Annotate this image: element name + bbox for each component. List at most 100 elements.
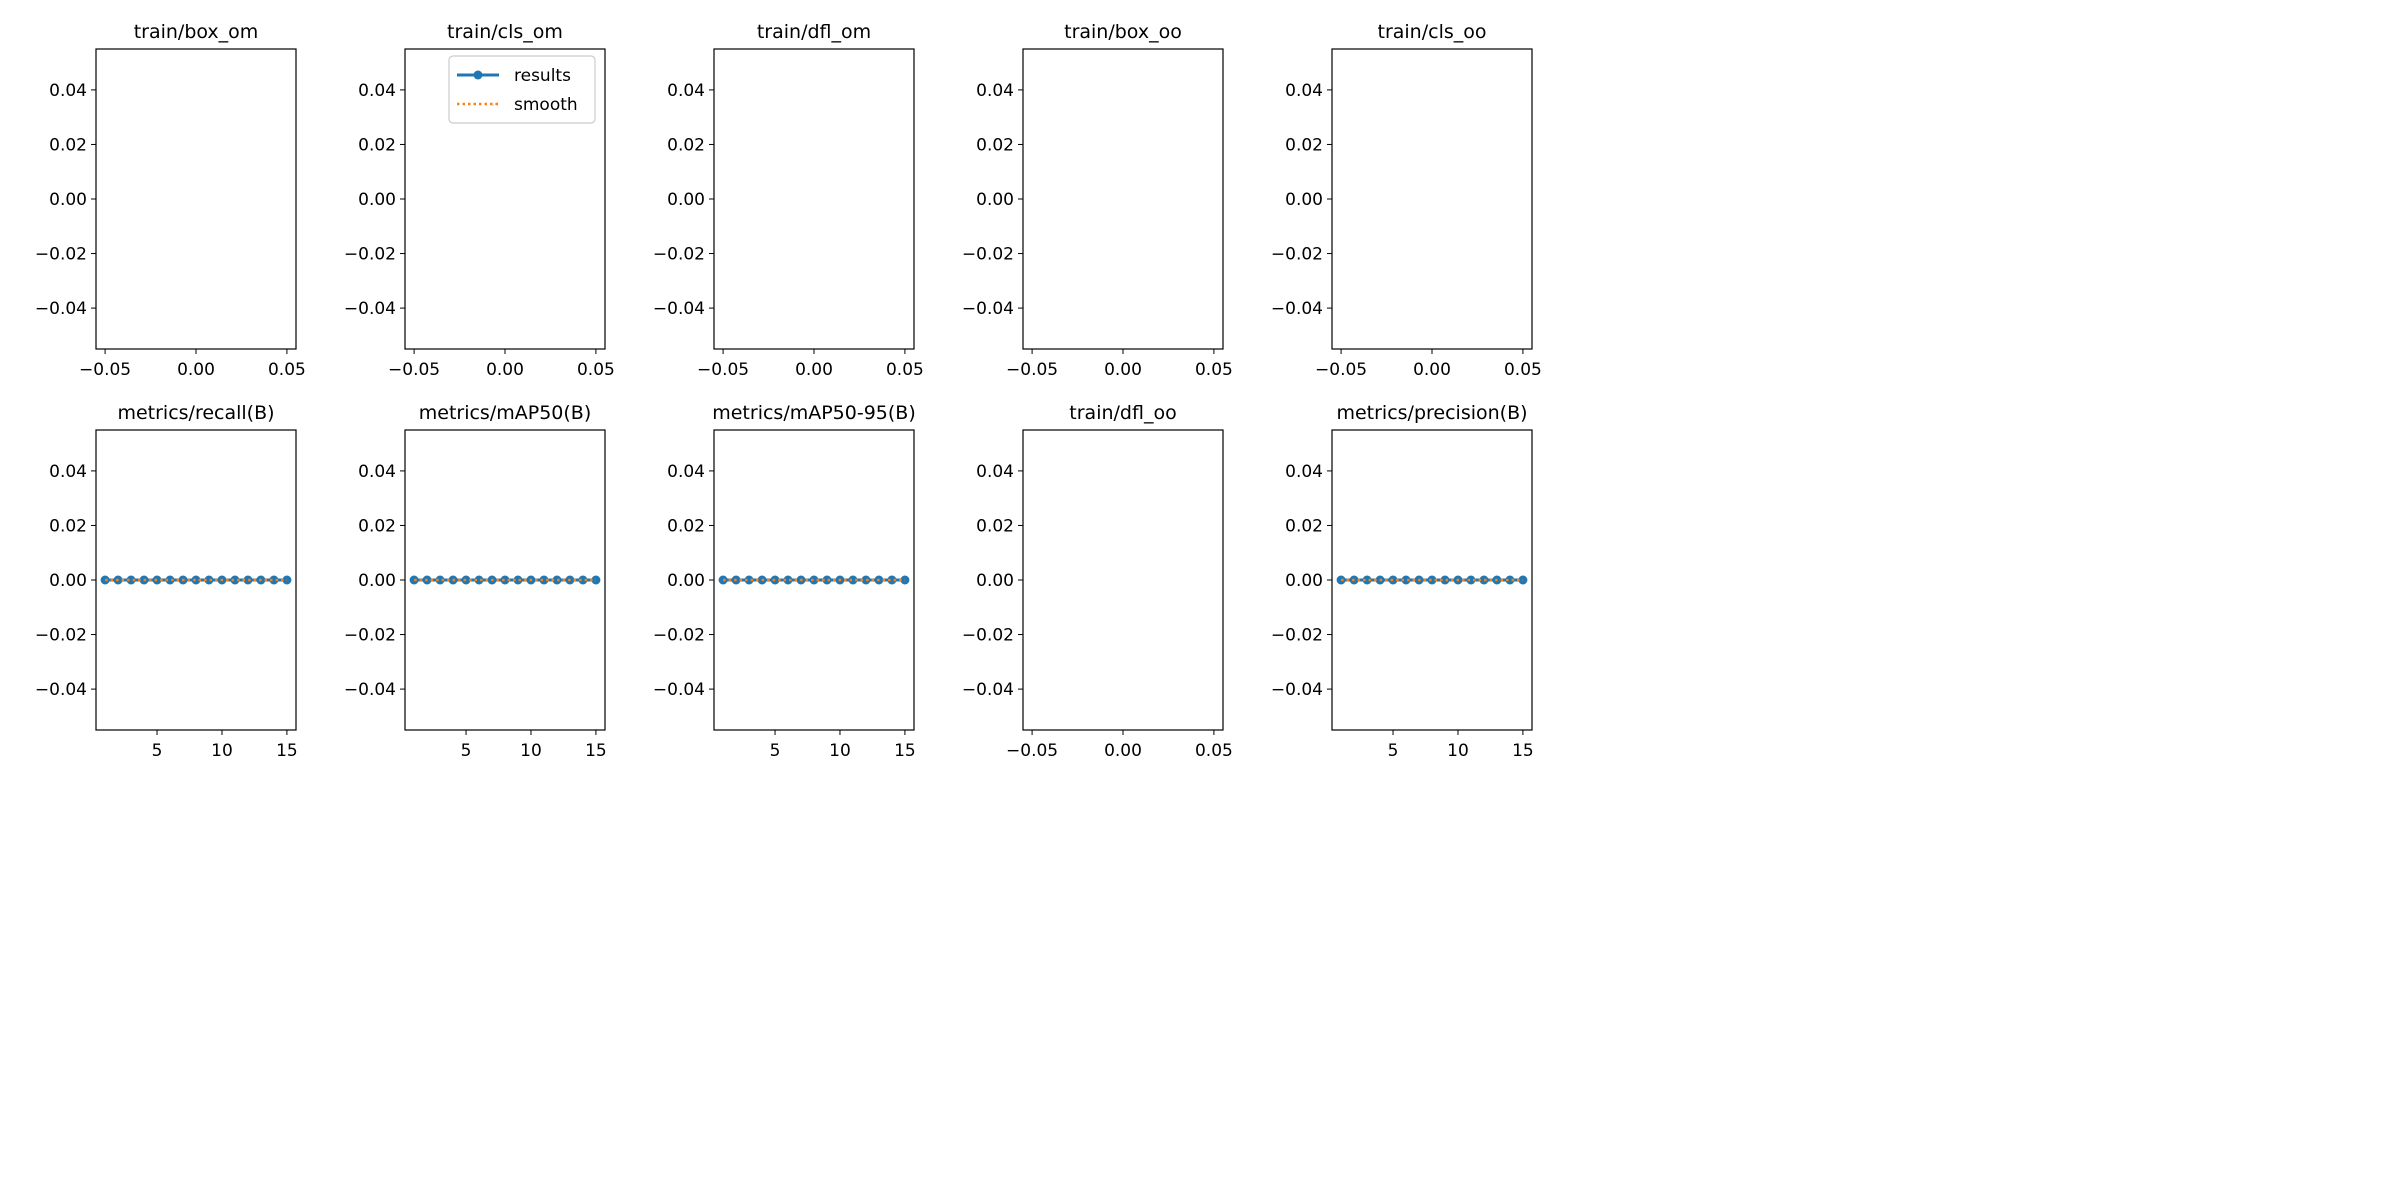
y-tick-label: 0.02 xyxy=(976,516,1014,536)
x-tick-label: 0.00 xyxy=(795,360,833,380)
y-tick-label: 0.02 xyxy=(358,516,396,536)
data-point-results xyxy=(500,575,510,585)
x-tick-label: 10 xyxy=(829,741,851,761)
panel-metrics-recall-b: metrics/recall(B) 0.04 0.02 0.00 −0.02 −0.04 5… xyxy=(35,402,298,761)
y-tick-label: −0.02 xyxy=(962,626,1014,646)
data-point-results xyxy=(230,575,240,585)
data-point-results xyxy=(887,575,897,585)
legend-box xyxy=(448,55,596,124)
x-tick-label: 0.05 xyxy=(268,360,306,380)
x-tick-label: 0.05 xyxy=(577,360,615,380)
panel-title: train/box_om xyxy=(134,21,259,43)
y-tick-label: 0.00 xyxy=(667,190,705,210)
data-point-results xyxy=(1505,575,1515,585)
data-point-results xyxy=(848,575,858,585)
y-tick-label: 0.00 xyxy=(976,571,1014,591)
y-tick-label: 0.02 xyxy=(667,516,705,536)
legend: results smooth xyxy=(448,55,596,124)
y-tick-label: 0.02 xyxy=(49,516,87,536)
y-tick-label: 0.04 xyxy=(49,462,87,482)
y-tick-label: −0.02 xyxy=(35,245,87,265)
x-tick-label: 10 xyxy=(1447,741,1469,761)
panel-title: metrics/recall(B) xyxy=(117,402,274,424)
legend-label-results: results xyxy=(514,66,571,86)
x-tick-label: 0.00 xyxy=(486,360,524,380)
x-tick-label: 15 xyxy=(1512,741,1534,761)
x-tick-label: 10 xyxy=(520,741,542,761)
y-tick-label: 0.00 xyxy=(1285,190,1323,210)
y-tick-label: 0.00 xyxy=(976,190,1014,210)
data-point-results xyxy=(822,575,832,585)
y-tick-label: 0.04 xyxy=(667,81,705,101)
y-tick-label: −0.04 xyxy=(344,680,396,700)
y-tick-label: 0.02 xyxy=(358,135,396,155)
panel-title: train/dfl_oo xyxy=(1069,402,1176,424)
y-tick-label: −0.04 xyxy=(35,299,87,319)
y-tick-label: 0.04 xyxy=(49,81,87,101)
y-tick-label: 0.00 xyxy=(358,571,396,591)
x-tick-label: −0.05 xyxy=(1006,741,1058,761)
panel-train-dfl-oo: train/dfl_oo 0.04 0.02 0.00 −0.02 −0.04 −0.05 0… xyxy=(962,402,1233,761)
data-point-results xyxy=(578,575,588,585)
y-tick-label: −0.04 xyxy=(653,299,705,319)
x-tick-label: 15 xyxy=(894,741,916,761)
x-tick-label: 10 xyxy=(211,741,233,761)
x-tick-label: 5 xyxy=(770,741,781,761)
axes-frame xyxy=(1331,429,1533,731)
data-point-results xyxy=(474,575,484,585)
y-tick-label: 0.04 xyxy=(667,462,705,482)
y-tick-label: 0.04 xyxy=(358,462,396,482)
x-tick-label: 0.05 xyxy=(1195,360,1233,380)
y-tick-label: −0.02 xyxy=(344,626,396,646)
data-point-results xyxy=(435,575,445,585)
y-tick-label: 0.04 xyxy=(1285,462,1323,482)
y-tick-label: −0.02 xyxy=(653,245,705,265)
y-tick-label: 0.02 xyxy=(49,135,87,155)
y-tick-label: 0.00 xyxy=(667,571,705,591)
x-tick-label: 0.05 xyxy=(886,360,924,380)
x-tick-label: −0.05 xyxy=(697,360,749,380)
x-tick-label: 0.05 xyxy=(1195,741,1233,761)
x-tick-label: 15 xyxy=(585,741,607,761)
y-tick-label: 0.00 xyxy=(1285,571,1323,591)
y-tick-label: −0.04 xyxy=(1271,680,1323,700)
panel-title: train/cls_om xyxy=(447,21,563,43)
y-tick-label: 0.00 xyxy=(49,571,87,591)
data-point-results xyxy=(1440,575,1450,585)
data-point-results xyxy=(204,575,214,585)
x-tick-label: −0.05 xyxy=(79,360,131,380)
axes-frame xyxy=(1022,48,1224,350)
panel-train-dfl-om: train/dfl_om 0.04 0.02 0.00 −0.02 −0.04 −0.05 0… xyxy=(653,21,924,380)
y-tick-label: −0.02 xyxy=(344,245,396,265)
x-tick-label: −0.05 xyxy=(1006,360,1058,380)
y-tick-label: −0.04 xyxy=(1271,299,1323,319)
x-tick-label: 5 xyxy=(152,741,163,761)
y-tick-label: −0.02 xyxy=(962,245,1014,265)
axes-frame xyxy=(713,48,915,350)
data-point-results xyxy=(1362,575,1372,585)
panel-train-cls-om: train/cls_om 0.04 0.02 0.00 −0.02 −0.04 −0.05 0… xyxy=(344,21,615,380)
panel-title: metrics/mAP50-95(B) xyxy=(712,402,916,424)
x-tick-label: −0.05 xyxy=(1315,360,1367,380)
legend-marker-results xyxy=(473,70,483,80)
axes-frame xyxy=(713,429,915,731)
y-tick-label: 0.04 xyxy=(1285,81,1323,101)
data-point-results xyxy=(1427,575,1437,585)
data-point-results xyxy=(744,575,754,585)
axes-frame xyxy=(404,429,606,731)
legend-label-smooth: smooth xyxy=(514,95,578,115)
panel-train-cls-oo: train/cls_oo 0.04 0.02 0.00 −0.02 −0.04 −0.05 0… xyxy=(1271,21,1542,380)
data-point-results xyxy=(1401,575,1411,585)
y-tick-label: 0.02 xyxy=(976,135,1014,155)
x-tick-label: 0.00 xyxy=(1413,360,1451,380)
panel-metrics-map50-95-b: metrics/mAP50-95(B) 0.04 0.02 0.00 −0.02 −0.0… xyxy=(653,402,916,761)
y-tick-label: 0.02 xyxy=(1285,516,1323,536)
axes-frame xyxy=(95,429,297,731)
data-point-results xyxy=(539,575,549,585)
panel-title: metrics/mAP50(B) xyxy=(419,402,591,424)
x-tick-label: 0.05 xyxy=(1504,360,1542,380)
x-tick-label: 5 xyxy=(1388,741,1399,761)
axes-frame xyxy=(95,48,297,350)
data-point-results xyxy=(243,575,253,585)
panel-title: train/cls_oo xyxy=(1378,21,1487,43)
